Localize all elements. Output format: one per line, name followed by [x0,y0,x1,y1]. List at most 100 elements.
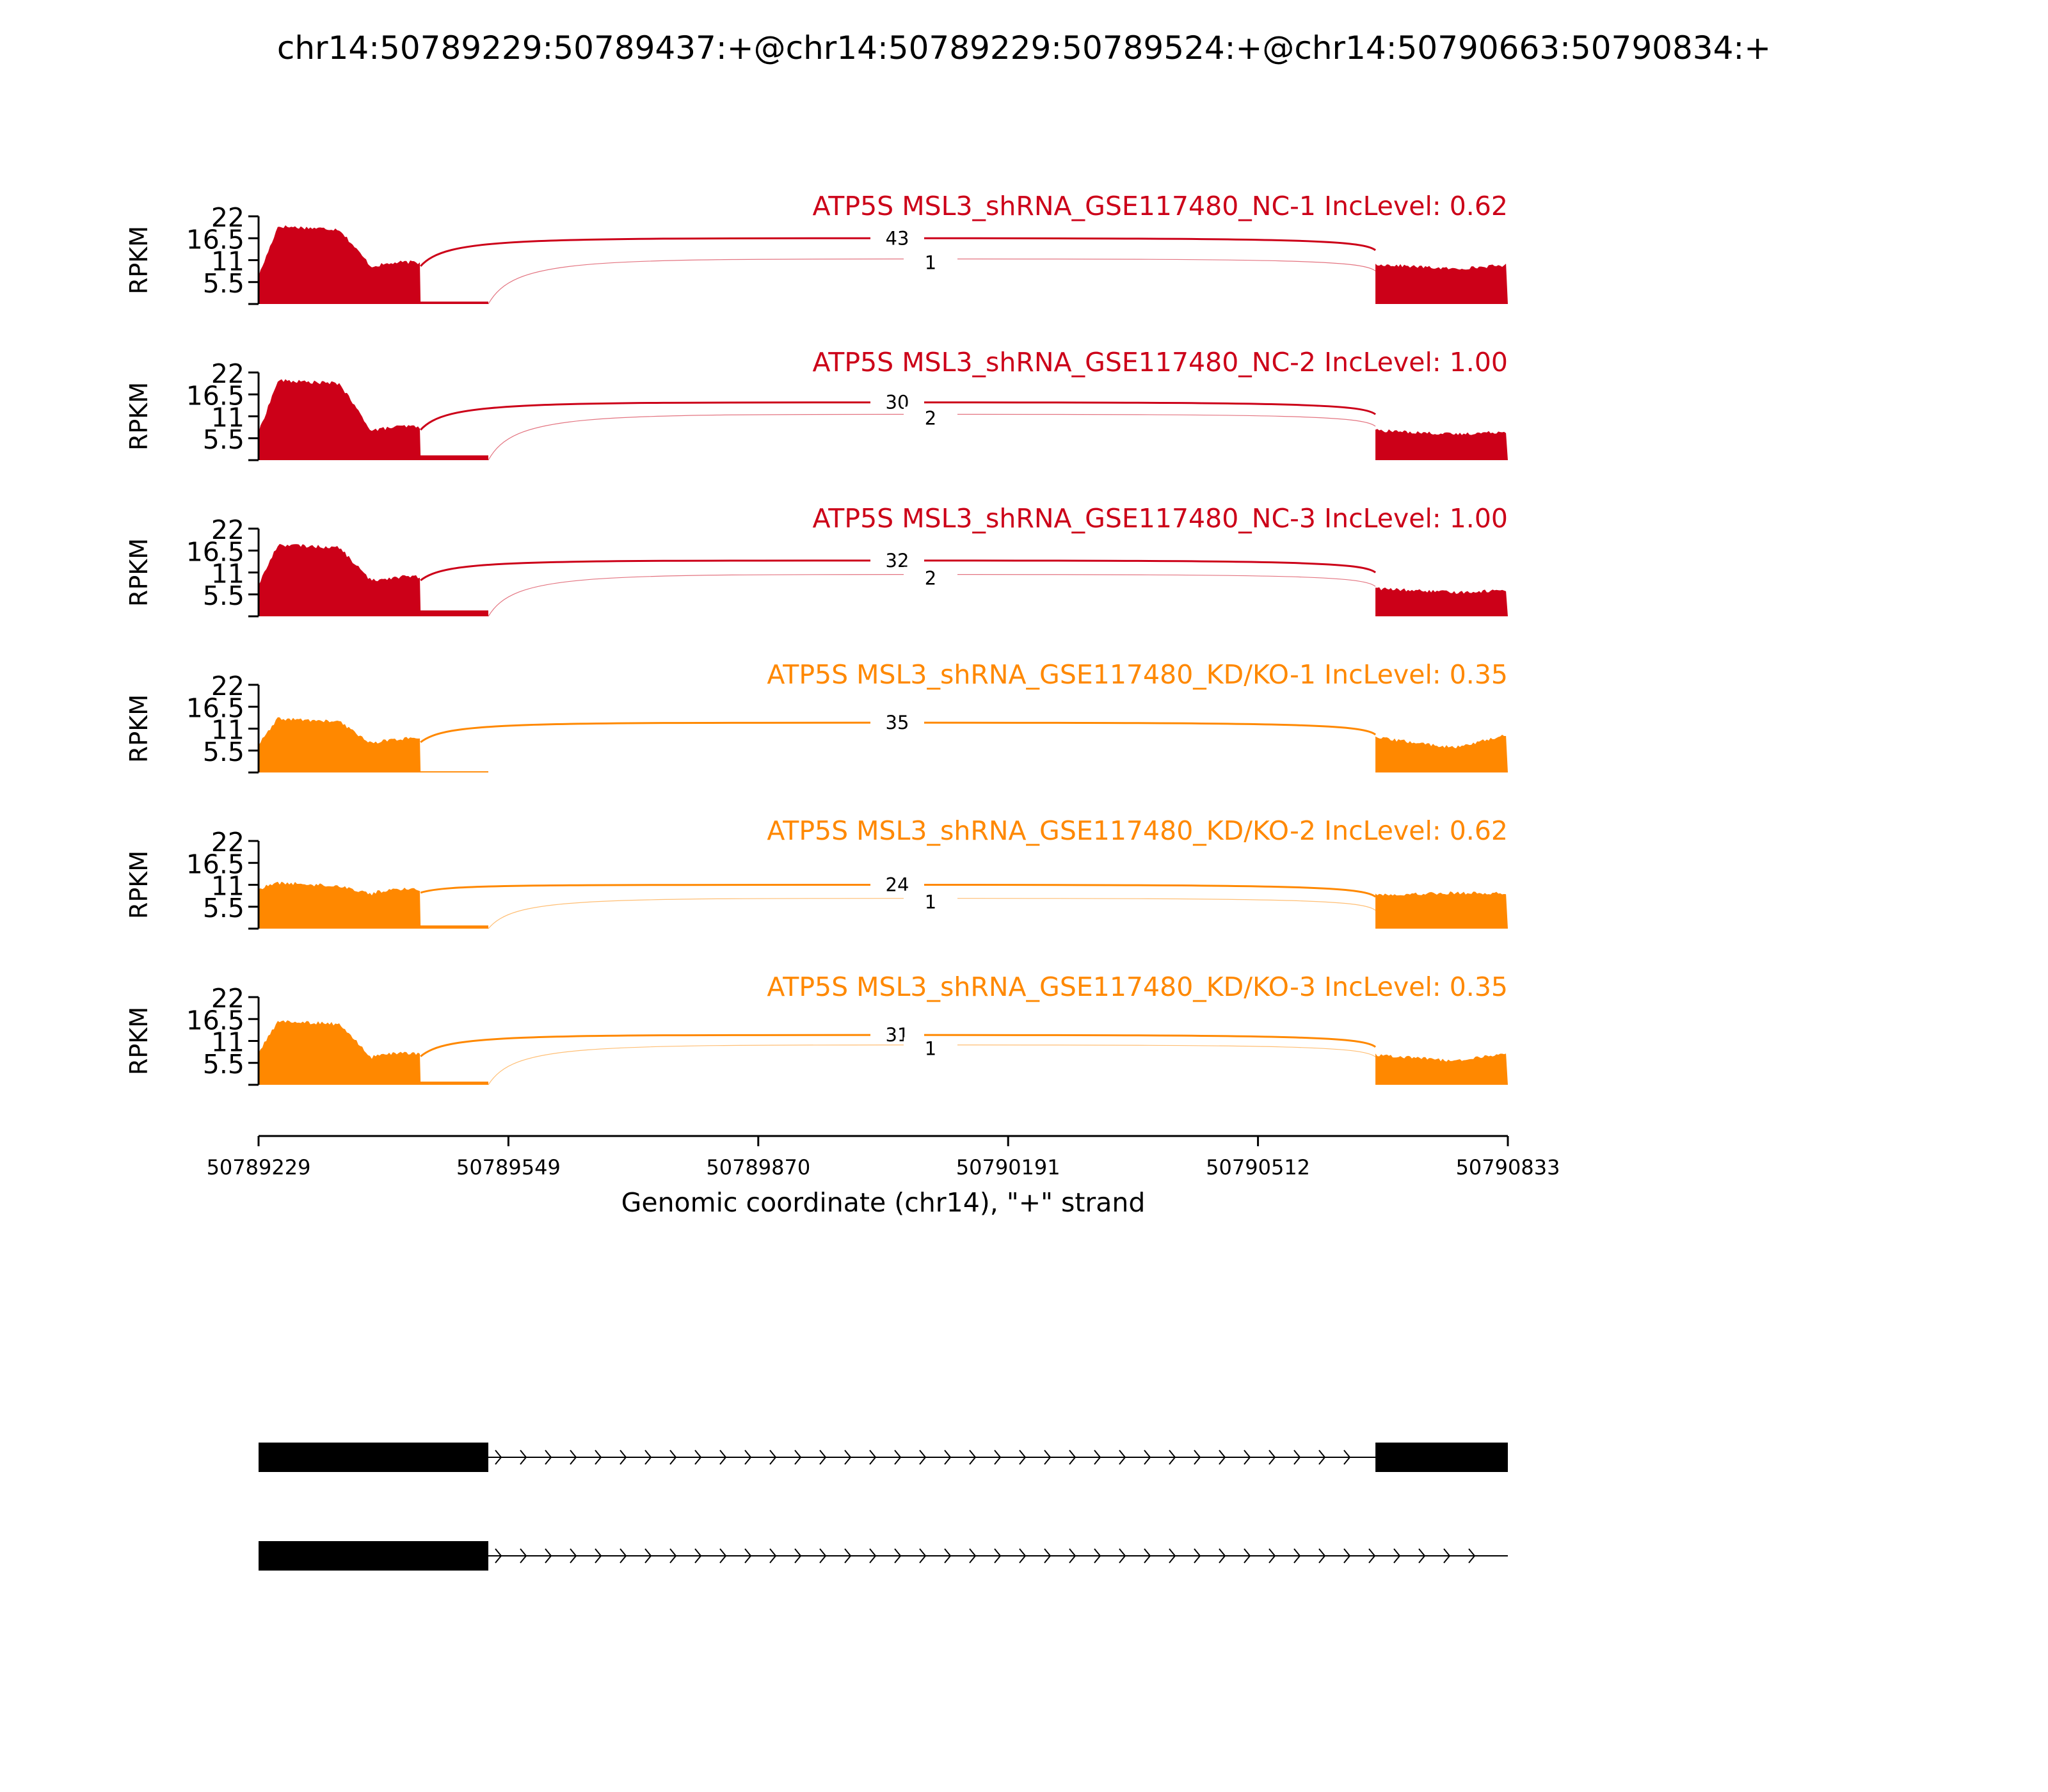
junction-label: 1 [925,252,936,274]
junction-label: 2 [925,407,936,429]
exon-block [1375,1443,1508,1472]
strand-chevron [944,1450,952,1465]
strand-chevron [1219,1548,1226,1564]
strand-chevron [1144,1548,1151,1564]
isoform-1 [259,1443,1508,1472]
x-tick-label: 50789870 [706,1155,810,1180]
strand-chevron [1069,1548,1076,1564]
strand-chevron [1293,1548,1301,1564]
junction-label-bg [904,251,957,275]
strand-chevron [969,1548,977,1564]
x-tick-label: 50790512 [1206,1155,1310,1180]
strand-chevron [1418,1548,1426,1564]
strand-chevron [894,1548,902,1564]
strand-chevron [1293,1450,1301,1465]
strand-chevron [869,1450,877,1465]
strand-chevron [769,1450,777,1465]
y-axis-label: RPKM [125,1007,153,1075]
junction-label: 1 [925,892,936,913]
panel-title: ATP5S MSL3_shRNA_GSE117480_KD/KO-1 IncLe… [767,659,1508,690]
junction-label: 1 [925,1038,936,1060]
panel-title: ATP5S MSL3_shRNA_GSE117480_KD/KO-3 IncLe… [767,972,1508,1002]
y-tick-label: 22 [211,515,244,545]
strand-chevron [919,1548,927,1564]
y-tick-label: 5.5 [203,424,244,455]
strand-chevron [620,1450,627,1465]
strand-chevron [520,1450,527,1465]
y-tick-label: 11 [211,1027,244,1058]
strand-chevron [1169,1548,1176,1564]
strand-chevron [1094,1548,1101,1564]
junction-label-bg [870,227,924,250]
strand-chevron [919,1450,927,1465]
strand-chevron [819,1548,827,1564]
y-tick-label: 11 [211,246,244,277]
strand-chevron [620,1548,627,1564]
strand-chevron [545,1548,552,1564]
strand-chevron [1343,1450,1351,1465]
isoform-models [259,1443,1508,1571]
y-tick-label: 16.5 [186,1005,244,1036]
panel-title: ATP5S MSL3_shRNA_GSE117480_NC-1 IncLevel… [812,191,1508,221]
strand-chevron [1393,1548,1401,1564]
strand-chevron [1144,1450,1151,1465]
strand-chevron [1044,1450,1052,1465]
y-tick-label: 16.5 [186,536,244,567]
coverage-area [259,543,1508,616]
strand-chevron [994,1548,1002,1564]
strand-chevron [1044,1548,1052,1564]
strand-chevron [1318,1450,1326,1465]
strand-chevron [869,1548,877,1564]
y-tick-label: 16.5 [186,224,244,255]
coverage-area [259,379,1508,460]
strand-chevron [694,1450,702,1465]
strand-chevron [719,1450,727,1465]
x-tick-label: 50789229 [207,1155,311,1180]
y-tick-label: 5.5 [203,1049,244,1080]
strand-chevron [694,1548,702,1564]
junction-label-bg [904,1037,957,1060]
genomic-x-axis: 50789229 50789549 50789870 50790191 50790512… [207,1135,1560,1218]
junction-label-bg [904,566,957,590]
strand-chevron [1244,1450,1251,1465]
junction-label: 43 [886,227,909,249]
figure-title: chr14:50789229:50789437:+@chr14:50789229… [277,29,1771,67]
strand-chevron [744,1548,752,1564]
y-tick-label: 11 [211,871,244,902]
strand-chevron [1094,1450,1101,1465]
panel-title: ATP5S MSL3_shRNA_GSE117480_NC-3 IncLevel… [812,503,1508,534]
strand-chevron [495,1548,502,1564]
y-tick-label: 5.5 [203,580,244,611]
panel-title: ATP5S MSL3_shRNA_GSE117480_KD/KO-2 IncLe… [767,815,1508,846]
y-tick-label: 5.5 [203,737,244,767]
y-tick-label: 22 [211,358,244,389]
strand-chevron [994,1450,1002,1465]
strand-chevron [1244,1548,1251,1564]
y-tick-label: 11 [211,403,244,433]
y-tick-label: 16.5 [186,692,244,723]
y-tick-label: 11 [211,715,244,746]
strand-chevron [1368,1548,1376,1564]
strand-chevron [819,1450,827,1465]
strand-chevron [969,1450,977,1465]
x-tick-label: 50790833 [1456,1155,1560,1180]
y-tick-label: 22 [211,671,244,701]
strand-chevron [1019,1548,1027,1564]
y-tick-label: 11 [211,559,244,589]
isoform-2 [259,1541,1508,1571]
strand-chevron [1119,1450,1126,1465]
panel-title: ATP5S MSL3_shRNA_GSE117480_NC-2 IncLevel… [812,347,1508,378]
y-axis-label: RPKM [125,851,153,919]
strand-chevron [844,1548,852,1564]
strand-chevron [1343,1548,1351,1564]
y-tick-label: 22 [211,983,244,1014]
strand-chevron [944,1548,952,1564]
